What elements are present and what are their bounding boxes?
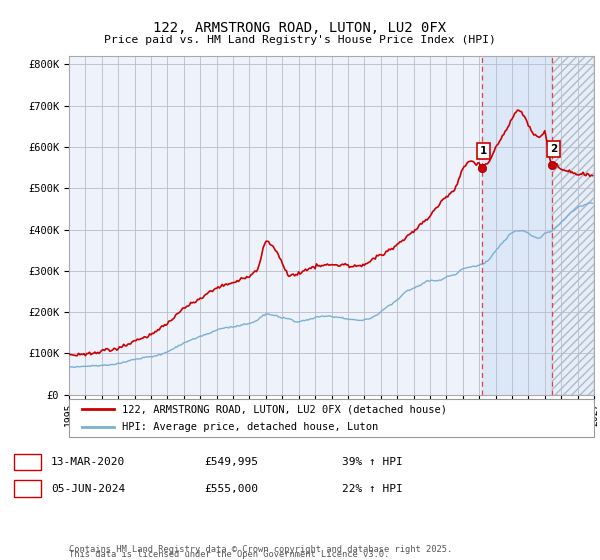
Text: 05-JUN-2024: 05-JUN-2024 bbox=[51, 484, 125, 494]
Bar bbox=[482, 56, 551, 395]
Text: 2: 2 bbox=[24, 484, 31, 494]
Text: This data is licensed under the Open Government Licence v3.0.: This data is licensed under the Open Gov… bbox=[69, 550, 389, 559]
Text: 122, ARMSTRONG ROAD, LUTON, LU2 0FX (detached house): 122, ARMSTRONG ROAD, LUTON, LU2 0FX (det… bbox=[121, 404, 446, 414]
Text: £555,000: £555,000 bbox=[204, 484, 258, 494]
Text: 2: 2 bbox=[550, 144, 557, 154]
Text: 1: 1 bbox=[24, 457, 31, 467]
Text: 1: 1 bbox=[480, 146, 488, 156]
Text: Price paid vs. HM Land Registry's House Price Index (HPI): Price paid vs. HM Land Registry's House … bbox=[104, 35, 496, 45]
Text: 13-MAR-2020: 13-MAR-2020 bbox=[51, 457, 125, 467]
Bar bbox=[551, 56, 594, 395]
Text: 39% ↑ HPI: 39% ↑ HPI bbox=[342, 457, 403, 467]
Text: Contains HM Land Registry data © Crown copyright and database right 2025.: Contains HM Land Registry data © Crown c… bbox=[69, 545, 452, 554]
FancyBboxPatch shape bbox=[69, 399, 594, 437]
Text: HPI: Average price, detached house, Luton: HPI: Average price, detached house, Luto… bbox=[121, 422, 378, 432]
Text: 122, ARMSTRONG ROAD, LUTON, LU2 0FX: 122, ARMSTRONG ROAD, LUTON, LU2 0FX bbox=[154, 21, 446, 35]
Text: 22% ↑ HPI: 22% ↑ HPI bbox=[342, 484, 403, 494]
Text: £549,995: £549,995 bbox=[204, 457, 258, 467]
